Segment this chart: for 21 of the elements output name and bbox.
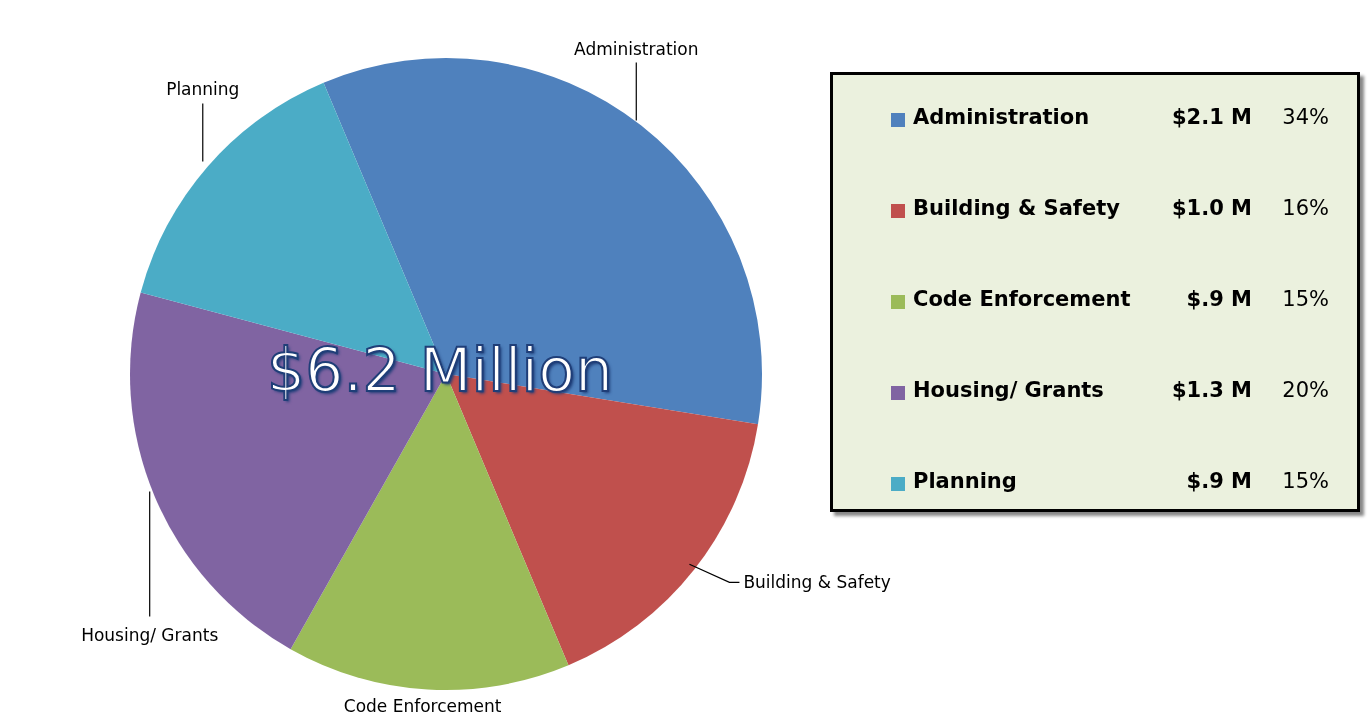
slice-label: Housing/ Grants: [81, 625, 219, 646]
legend-label: Planning: [913, 469, 1017, 493]
slice-label: Administration: [574, 38, 699, 59]
legend-label: Administration: [913, 105, 1090, 129]
text: 34%: [1282, 105, 1329, 129]
legend-label: Code Enforcement: [913, 287, 1131, 311]
slice-label: Code Enforcement: [343, 696, 502, 717]
text: 15%: [1282, 469, 1329, 493]
legend-label: Housing/ Grants: [913, 378, 1104, 402]
text: 20%: [1282, 378, 1329, 402]
slice-label: Building & Safety: [743, 572, 891, 593]
text: $6.2 Million: [266, 334, 614, 407]
data-label: $.9 M: [1186, 287, 1252, 311]
text: 16%: [1282, 196, 1329, 220]
text: 15%: [1282, 287, 1329, 311]
data-label: $.9 M: [1186, 469, 1252, 493]
data-label: $1.0 M: [1171, 196, 1252, 220]
data-label: $1.3 M: [1171, 378, 1252, 402]
legend-label: Building & Safety: [913, 196, 1120, 220]
slice-label: Planning: [166, 79, 240, 100]
data-label: $2.1 M: [1171, 105, 1252, 129]
